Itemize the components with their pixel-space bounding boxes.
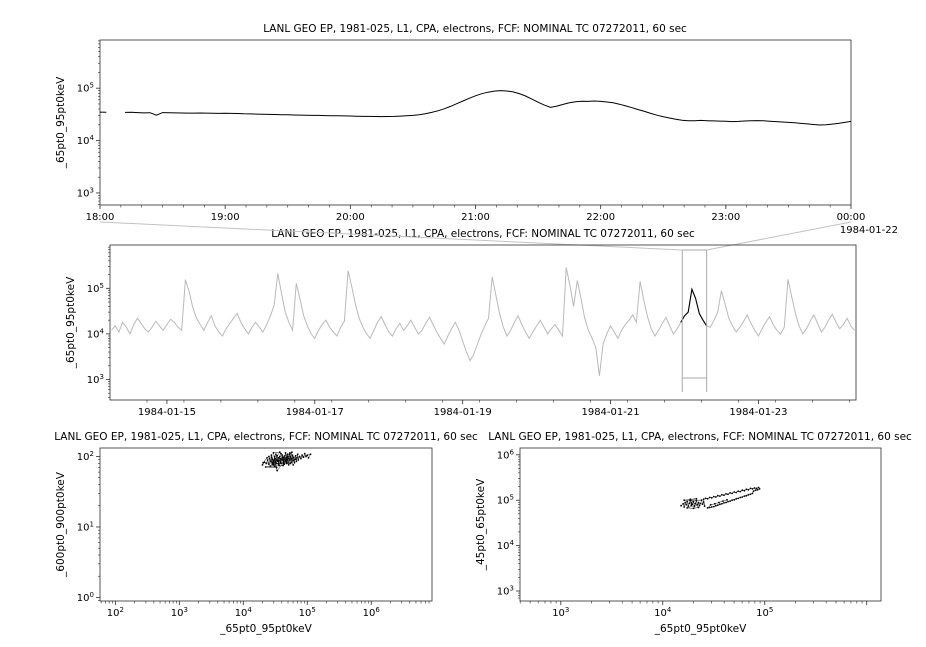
scatter-points <box>680 486 761 510</box>
tick-label: 20:00 <box>336 212 365 223</box>
tick-label: 1984-01-19 <box>434 407 492 418</box>
tick-label: 22:00 <box>586 212 615 223</box>
y-axis: 103 104 105 <box>77 40 100 205</box>
tick-label: 100 <box>77 591 94 604</box>
plot-area[interactable] <box>99 447 433 602</box>
tick-label: 105 <box>299 606 316 619</box>
tick-label: 105 <box>756 606 773 619</box>
series-line <box>111 267 855 376</box>
y-axis: 100 101 102 <box>77 450 100 604</box>
plot-title-top: LANL GEO EP, 1981-025, L1, CPA, electron… <box>263 23 687 35</box>
x-axis-label: _65pt0_95pt0keV <box>219 623 312 635</box>
tick-label: 1984-01-15 <box>138 407 196 418</box>
tick-label: 104 <box>497 539 515 552</box>
highlighted-series-segment <box>680 287 708 327</box>
tick-label: 21:00 <box>461 212 490 223</box>
x-axis-label: _65pt0_95pt0keV <box>654 623 747 635</box>
tick-label: 102 <box>107 606 124 619</box>
tick-label: 104 <box>235 606 253 619</box>
tick-label: 105 <box>87 282 104 295</box>
tick-label: 104 <box>654 606 672 619</box>
series-line <box>100 90 851 126</box>
panel-top-timeseries: 103 104 105 _65pt0_95pt0keV 18:00 19:00 20:00 2… <box>55 39 898 236</box>
tick-label: 103 <box>497 585 514 598</box>
tick-label: 103 <box>171 606 188 619</box>
y-axis-label: _45pt0_65pt0keV <box>475 478 487 571</box>
tick-label: 1984-01-17 <box>286 407 344 418</box>
plot-area[interactable] <box>519 447 882 602</box>
tick-label: 103 <box>87 373 104 386</box>
tick-label: 101 <box>77 520 94 533</box>
y-axis-label: _600pt0_900pt0keV <box>55 471 67 578</box>
tick-label: 103 <box>77 186 94 199</box>
x-axis: 103 104 105 <box>519 601 868 619</box>
tick-label: 105 <box>77 82 94 95</box>
tick-label: 1984-01-23 <box>729 407 787 418</box>
y-axis-label: _65pt0_95pt0keV <box>65 276 77 369</box>
scatter-points <box>261 451 312 472</box>
plot-title-scatter-right: LANL GEO EP, 1981-025, L1, CPA, electron… <box>488 431 912 443</box>
x-axis: 1984-01-15 1984-01-17 1984-01-19 1984-01-21… <box>138 400 850 418</box>
tick-label: 23:00 <box>711 212 740 223</box>
y-axis: 103 104 105 106 <box>497 448 520 599</box>
y-axis-label: _65pt0_95pt0keV <box>55 76 67 169</box>
tick-label: 00:00 <box>837 212 866 223</box>
tick-label: 18:00 <box>86 212 115 223</box>
plot-title-scatter-left: LANL GEO EP, 1981-025, L1, CPA, electron… <box>54 431 478 443</box>
tick-label: 105 <box>497 494 514 507</box>
selection-box[interactable] <box>681 249 708 392</box>
plot-area[interactable] <box>99 39 852 206</box>
tick-label: 104 <box>87 327 105 340</box>
tick-label: 103 <box>552 606 569 619</box>
tick-label: 106 <box>497 448 515 461</box>
y-axis: 103 104 105 <box>87 246 110 398</box>
tick-label: 19:00 <box>211 212 240 223</box>
plot-title-overview: LANL GEO EP, 1981-025, L1, CPA, electron… <box>271 228 695 240</box>
context-date-label: 1984-01-22 <box>840 225 898 236</box>
x-axis: 18:00 19:00 20:00 21:00 22:00 23:00 00:00 <box>86 205 866 223</box>
plot-area[interactable] <box>109 244 857 401</box>
tick-label: 104 <box>77 134 95 147</box>
panel-scatter-45-65: 103 104 105 106 _45pt0_65pt0keV 103 104 105 _65p… <box>475 447 882 635</box>
x-axis: 102 103 104 105 106 <box>100 601 430 619</box>
tick-label: 102 <box>77 450 94 463</box>
tick-label: 106 <box>363 606 381 619</box>
tick-label: 1984-01-21 <box>581 407 639 418</box>
